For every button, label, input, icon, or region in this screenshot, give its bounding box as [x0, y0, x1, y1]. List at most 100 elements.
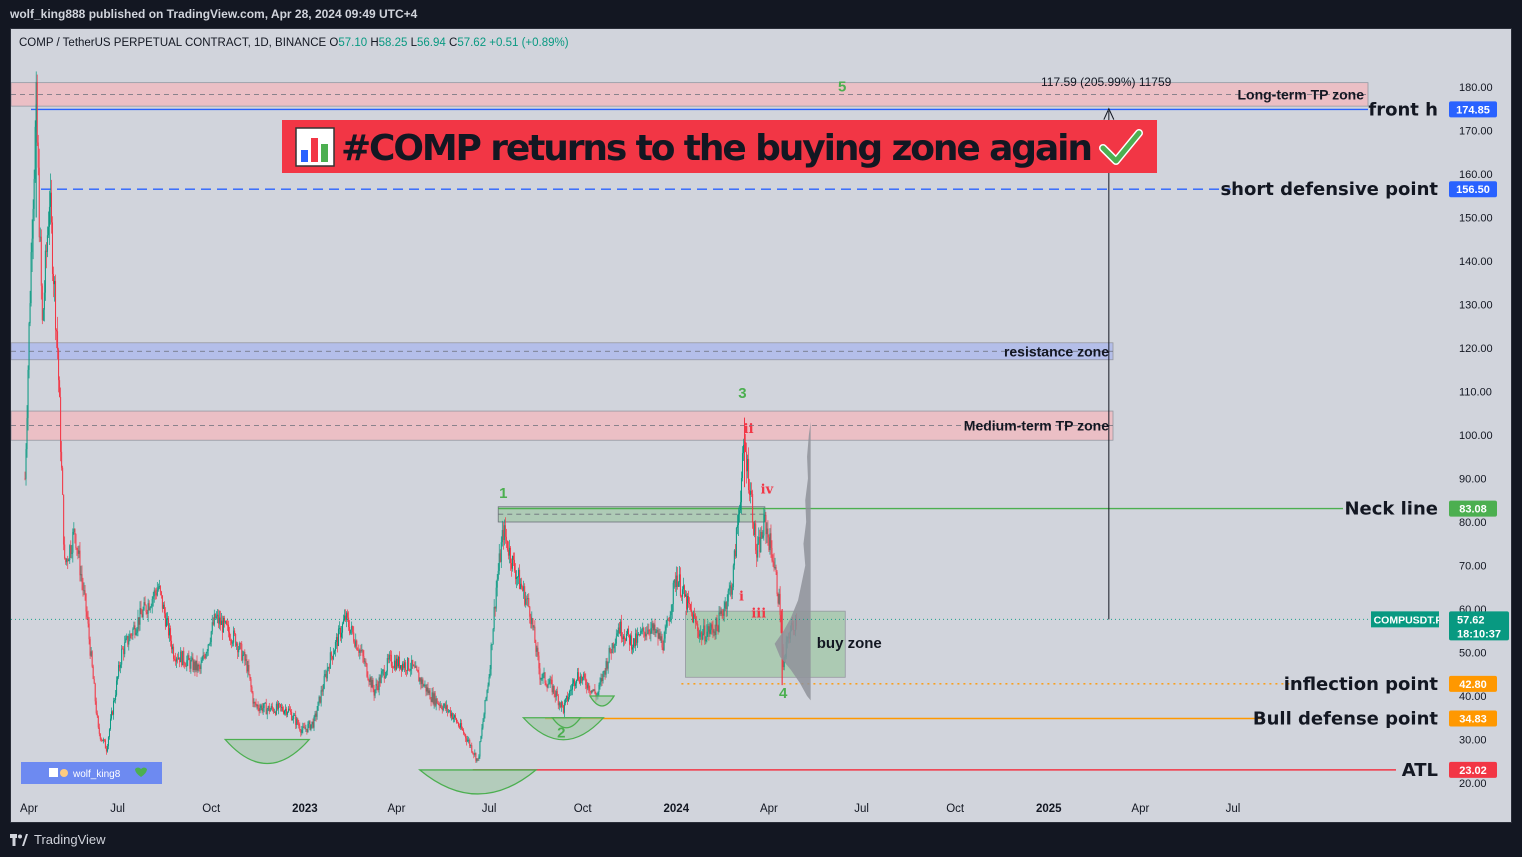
candle-body: [566, 695, 568, 702]
candle-body: [504, 525, 506, 537]
candle-body: [487, 685, 489, 691]
candle-body: [591, 690, 593, 693]
candle-body: [318, 696, 320, 702]
candle-body: [633, 638, 635, 648]
candle-body: [351, 625, 353, 630]
candle-body: [381, 671, 383, 674]
candle-body: [540, 678, 542, 680]
candle-body: [320, 690, 322, 703]
candle-body: [236, 643, 238, 646]
candle-body: [577, 672, 579, 680]
candle-body: [470, 745, 472, 746]
candle-body: [432, 692, 434, 704]
candle-body: [534, 626, 536, 643]
candle-body: [777, 593, 779, 604]
candle-body: [555, 691, 557, 698]
axes-layer: 20.0030.0040.0050.0060.0070.0080.0090.00…: [20, 29, 1511, 815]
candle-body: [261, 705, 263, 712]
candle-body: [46, 235, 48, 252]
tradingview-logo[interactable]: TradingView: [10, 823, 106, 857]
candle-body: [173, 646, 175, 659]
candle-body: [205, 653, 207, 659]
chart-panel[interactable]: Long-term TP zone resistance zone Medium-t…: [10, 28, 1512, 823]
candle-body: [657, 630, 659, 639]
candle-body: [528, 598, 530, 607]
candle-body: [267, 706, 269, 710]
candle-body: [637, 634, 639, 643]
legend-change: +0.51 (+0.89%): [489, 37, 568, 49]
candle-body: [489, 669, 491, 677]
candle-body: [445, 705, 447, 709]
candle-body: [257, 704, 259, 709]
candle-body: [674, 579, 676, 588]
candle-body: [768, 537, 770, 551]
candle-body: [383, 669, 385, 679]
candle-body: [144, 602, 146, 606]
candle-body: [212, 622, 214, 625]
candle-body: [702, 633, 704, 640]
candle-body: [661, 636, 663, 648]
candle-body: [154, 590, 156, 593]
candle-body: [436, 698, 438, 704]
candle-body: [103, 739, 105, 741]
x-tick-label: Apr: [20, 803, 38, 815]
candle-body: [761, 532, 763, 538]
candle-body: [262, 708, 264, 712]
bar-chart-icon-bar: [311, 138, 318, 162]
candle-body: [131, 634, 133, 636]
x-tick-label: Jul: [110, 803, 125, 815]
candle-body: [269, 709, 271, 712]
candle-body: [128, 640, 130, 645]
candle-body: [380, 673, 382, 683]
candle-body: [568, 691, 570, 698]
candle-body: [496, 579, 498, 588]
candle-body: [533, 626, 535, 628]
candle-body: [442, 706, 444, 711]
candle-body: [41, 285, 43, 321]
candle-body: [629, 634, 631, 645]
candle-body: [527, 598, 529, 600]
candle-body: [421, 679, 423, 684]
candle-body: [284, 710, 286, 714]
candle-body: [507, 550, 509, 556]
candle-body: [229, 632, 231, 640]
candle-body: [424, 684, 426, 686]
candle-body: [45, 250, 47, 252]
candle-body: [775, 567, 777, 572]
x-tick-label: Jul: [482, 803, 497, 815]
candle-body: [439, 704, 441, 706]
candle-body: [449, 710, 451, 717]
candle-body: [217, 614, 219, 624]
price-badge-text: 83.08: [1459, 504, 1487, 516]
candle-body: [546, 685, 548, 688]
candle-body: [464, 733, 466, 735]
candle-body: [512, 555, 514, 560]
candle-body: [488, 676, 490, 686]
candle-body: [160, 591, 162, 596]
candle-body: [157, 587, 159, 590]
candle-body: [757, 543, 759, 558]
candle-body: [36, 82, 38, 143]
candle-body: [418, 672, 420, 682]
candle-body: [498, 553, 500, 571]
candle-body: [247, 664, 249, 672]
candle-body: [514, 559, 516, 571]
legend-o-value: 57.10: [338, 37, 370, 49]
candle-body: [766, 528, 768, 535]
candle-body: [317, 701, 319, 711]
wave-label-major: 3: [738, 385, 746, 402]
candle-body: [750, 490, 752, 495]
candle-body: [711, 624, 713, 628]
candle-body: [583, 673, 585, 678]
candle-body: [403, 663, 405, 668]
candle-body: [650, 627, 652, 634]
price-chart[interactable]: Long-term TP zone resistance zone Medium-t…: [11, 29, 1511, 822]
candle-body: [747, 458, 749, 472]
candle-body: [295, 715, 297, 725]
price-badge-text: 174.85: [1456, 104, 1490, 116]
candle-body: [658, 633, 660, 639]
candle-body: [223, 617, 225, 623]
candle-body: [199, 666, 201, 670]
candle-body: [336, 637, 338, 647]
candle-body: [481, 727, 483, 737]
